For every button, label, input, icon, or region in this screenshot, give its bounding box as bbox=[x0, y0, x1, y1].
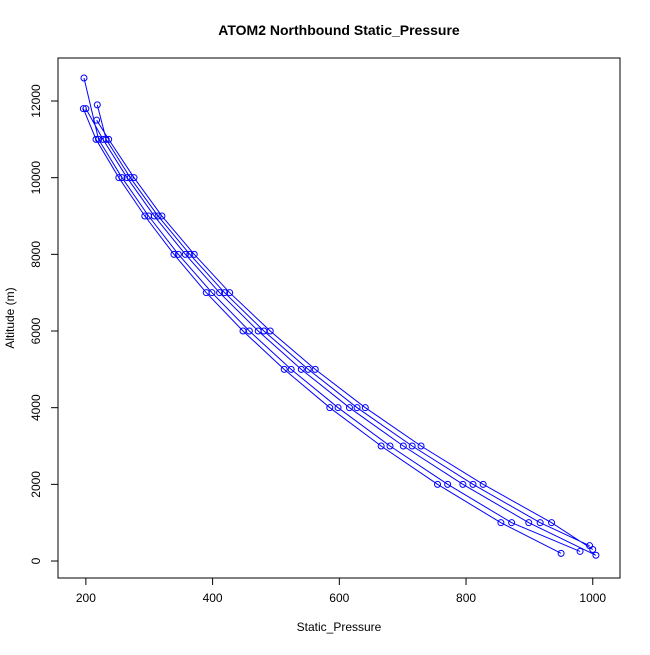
data-point bbox=[497, 519, 505, 527]
data-point bbox=[118, 174, 126, 182]
data-point bbox=[353, 404, 361, 412]
data-point bbox=[226, 289, 234, 297]
data-point bbox=[399, 442, 407, 450]
data-point bbox=[190, 250, 198, 258]
data-point bbox=[216, 289, 224, 297]
data-point bbox=[592, 551, 600, 559]
data-point bbox=[408, 442, 416, 450]
chart-title: ATOM2 Northbound Static_Pressure bbox=[218, 22, 460, 38]
data-point bbox=[79, 105, 87, 113]
x-axis-label: Static_Pressure bbox=[297, 620, 382, 634]
data-point bbox=[186, 250, 194, 258]
data-point bbox=[361, 404, 369, 412]
data-point bbox=[92, 135, 100, 143]
data-point bbox=[469, 480, 477, 488]
data-point bbox=[345, 404, 353, 412]
data-point bbox=[174, 250, 182, 258]
data-point bbox=[386, 442, 394, 450]
x-tick-label: 400 bbox=[203, 591, 223, 605]
y-tick-label: 10000 bbox=[29, 161, 43, 195]
data-point bbox=[576, 547, 584, 555]
data-point bbox=[154, 212, 162, 220]
plot-box bbox=[57, 57, 621, 579]
y-tick-label: 4000 bbox=[29, 394, 43, 421]
data-point bbox=[557, 549, 565, 557]
data-point bbox=[536, 519, 544, 527]
x-tick-label: 600 bbox=[329, 591, 349, 605]
data-point bbox=[130, 174, 138, 182]
data-point bbox=[123, 174, 131, 182]
data-point bbox=[334, 404, 342, 412]
y-tick-label: 0 bbox=[29, 557, 43, 564]
y-axis-label: Altitude (m) bbox=[3, 287, 17, 348]
y-tick-label: 2000 bbox=[29, 471, 43, 498]
series-line bbox=[82, 77, 597, 556]
y-tick-label: 6000 bbox=[29, 317, 43, 344]
data-point bbox=[548, 519, 556, 527]
data-point bbox=[479, 480, 487, 488]
x-tick-label: 800 bbox=[456, 591, 476, 605]
data-point bbox=[208, 289, 216, 297]
data-point bbox=[417, 442, 425, 450]
data-point bbox=[444, 480, 452, 488]
y-tick-label: 12000 bbox=[29, 84, 43, 118]
data-point bbox=[280, 365, 288, 373]
x-tick-label: 200 bbox=[76, 591, 96, 605]
data-point bbox=[126, 174, 134, 182]
data-point bbox=[170, 250, 178, 258]
data-point bbox=[508, 519, 516, 527]
data-point bbox=[377, 442, 385, 450]
data-point bbox=[459, 480, 467, 488]
data-point bbox=[586, 542, 594, 550]
data-point bbox=[181, 250, 189, 258]
data-point bbox=[326, 404, 334, 412]
data-point bbox=[287, 365, 295, 373]
x-tick-label: 1000 bbox=[579, 591, 606, 605]
data-point bbox=[245, 327, 253, 335]
data-point bbox=[260, 327, 268, 335]
data-point bbox=[95, 135, 103, 143]
data-point bbox=[82, 105, 90, 113]
data-point bbox=[297, 365, 305, 373]
data-point bbox=[221, 289, 229, 297]
data-point bbox=[158, 212, 166, 220]
data-point bbox=[525, 519, 533, 527]
data-point bbox=[102, 135, 110, 143]
data-point bbox=[434, 480, 442, 488]
data-point bbox=[304, 365, 312, 373]
data-point bbox=[105, 135, 113, 143]
data-point bbox=[115, 174, 123, 182]
data-point bbox=[145, 212, 153, 220]
data-point bbox=[80, 74, 88, 82]
data-point bbox=[311, 365, 319, 373]
data-point bbox=[93, 101, 101, 109]
data-point bbox=[93, 116, 101, 124]
y-tick-label: 8000 bbox=[29, 241, 43, 268]
data-point bbox=[141, 212, 149, 220]
